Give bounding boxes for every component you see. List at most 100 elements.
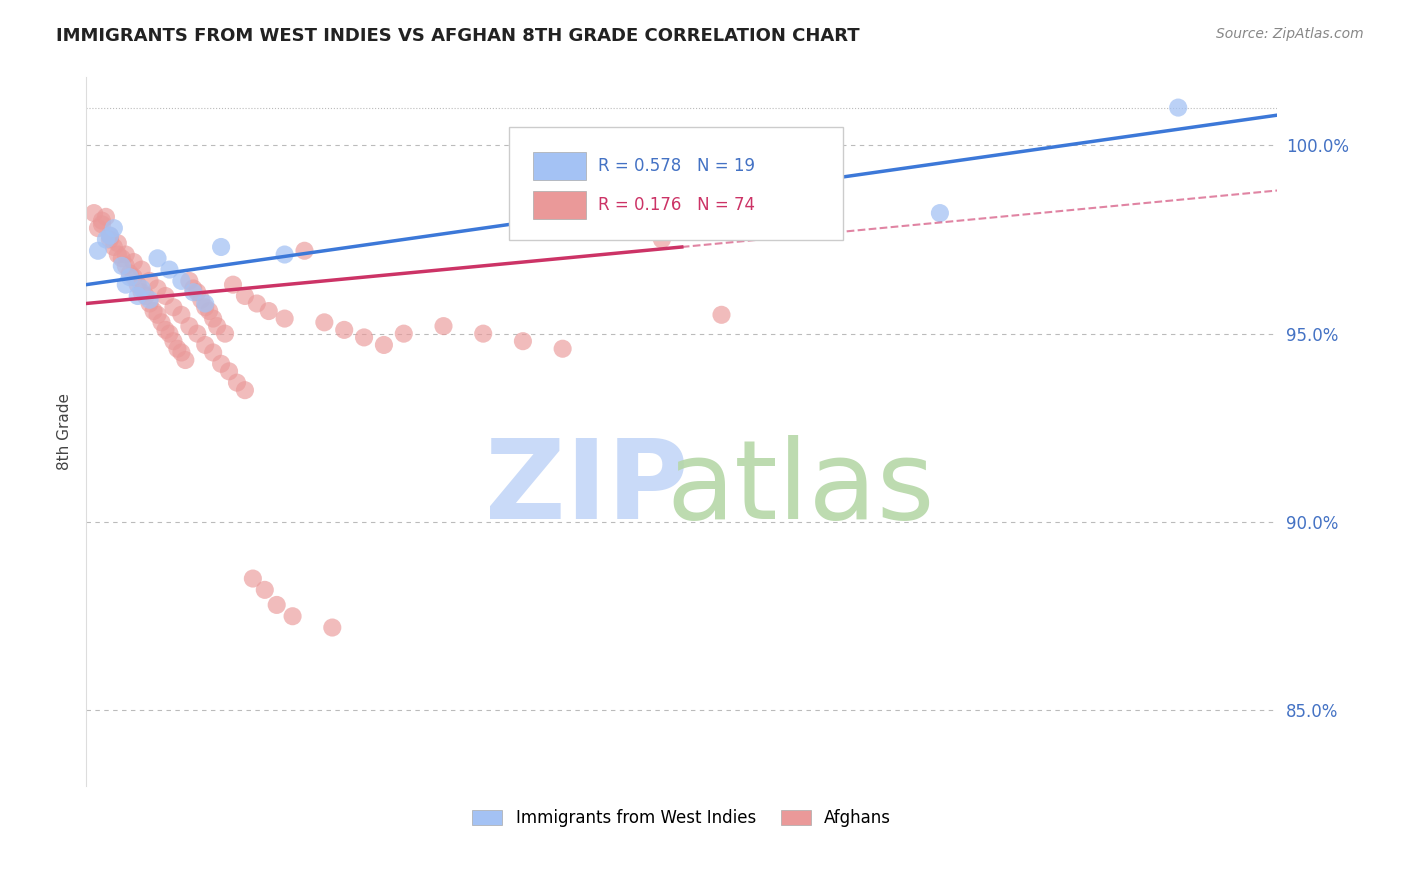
Point [181, 281, 204, 295]
Point [170, 274, 193, 288]
Point [107, 247, 129, 261]
Point [214, 326, 236, 341]
Point [131, 281, 153, 295]
Point [127, 289, 149, 303]
Point [202, 345, 225, 359]
Point [929, 206, 952, 220]
Point [233, 383, 256, 397]
Point [138, 296, 160, 310]
Point [131, 262, 153, 277]
Point [94, 232, 117, 246]
Point [122, 255, 145, 269]
Point [198, 304, 221, 318]
Point [273, 311, 295, 326]
Point [392, 326, 415, 341]
Point [179, 319, 201, 334]
Point [159, 326, 181, 341]
Legend: Immigrants from West Indies, Afghans: Immigrants from West Indies, Afghans [465, 803, 898, 834]
Point [111, 252, 134, 266]
Point [138, 293, 160, 307]
Point [94, 210, 117, 224]
Point [266, 598, 288, 612]
Point [1167, 101, 1189, 115]
Point [87, 221, 110, 235]
Point [131, 285, 153, 300]
Point [155, 323, 177, 337]
Point [353, 330, 375, 344]
Point [373, 338, 395, 352]
Point [162, 334, 184, 348]
Point [155, 289, 177, 303]
Point [321, 621, 343, 635]
Point [432, 319, 454, 334]
Point [142, 304, 165, 318]
Point [181, 285, 204, 300]
Point [83, 206, 105, 220]
Text: R = 0.578   N = 19: R = 0.578 N = 19 [599, 157, 755, 175]
Point [194, 300, 217, 314]
Point [146, 281, 169, 295]
Point [190, 293, 212, 307]
Point [246, 296, 269, 310]
Point [146, 308, 169, 322]
Point [253, 582, 276, 597]
Point [170, 345, 193, 359]
Text: IMMIGRANTS FROM WEST INDIES VS AFGHAN 8TH GRADE CORRELATION CHART: IMMIGRANTS FROM WEST INDIES VS AFGHAN 8T… [56, 27, 860, 45]
Point [98, 228, 121, 243]
FancyBboxPatch shape [509, 127, 842, 240]
Point [314, 315, 336, 329]
Point [103, 240, 125, 254]
Point [170, 308, 193, 322]
Point [651, 232, 673, 246]
Point [87, 244, 110, 258]
Point [186, 326, 208, 341]
Point [333, 323, 356, 337]
Point [107, 236, 129, 251]
Point [150, 315, 173, 329]
Point [127, 277, 149, 292]
Point [202, 311, 225, 326]
Point [98, 232, 121, 246]
Point [242, 572, 264, 586]
Point [179, 274, 201, 288]
Point [294, 244, 316, 258]
Point [98, 228, 121, 243]
Point [114, 277, 136, 292]
Point [118, 266, 141, 280]
Point [222, 277, 245, 292]
Point [135, 289, 157, 303]
Point [174, 353, 197, 368]
Text: atlas: atlas [666, 434, 935, 541]
Point [209, 240, 232, 254]
Point [91, 213, 114, 227]
Text: ZIP: ZIP [485, 434, 688, 541]
Point [118, 270, 141, 285]
Point [186, 285, 208, 300]
Point [114, 259, 136, 273]
Point [218, 364, 240, 378]
Text: Source: ZipAtlas.com: Source: ZipAtlas.com [1216, 27, 1364, 41]
Point [194, 296, 217, 310]
Point [226, 376, 249, 390]
FancyBboxPatch shape [533, 152, 586, 180]
Point [257, 304, 280, 318]
Text: R = 0.176   N = 74: R = 0.176 N = 74 [599, 196, 755, 214]
Point [91, 218, 114, 232]
Point [146, 252, 169, 266]
Point [103, 221, 125, 235]
Point [551, 342, 574, 356]
Point [472, 326, 495, 341]
Point [166, 342, 188, 356]
FancyBboxPatch shape [533, 191, 586, 219]
Point [162, 300, 184, 314]
Point [138, 274, 160, 288]
Point [205, 319, 228, 334]
Point [710, 308, 733, 322]
Point [114, 247, 136, 261]
Point [273, 247, 295, 261]
Point [111, 259, 134, 273]
Y-axis label: 8th Grade: 8th Grade [58, 393, 72, 470]
Point [209, 357, 232, 371]
Point [281, 609, 304, 624]
Point [122, 270, 145, 285]
